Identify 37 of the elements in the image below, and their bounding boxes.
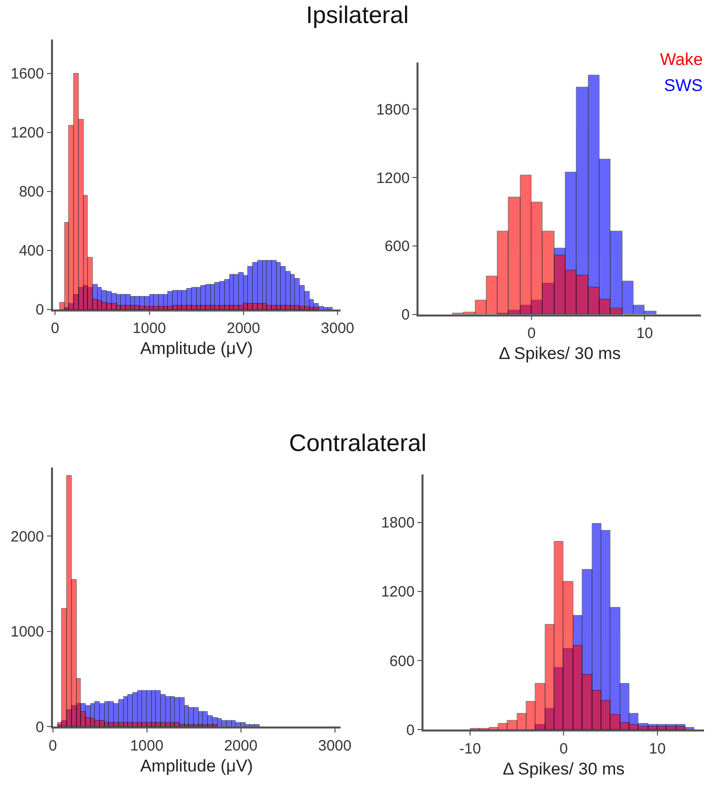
x-tick-label: 10 bbox=[636, 325, 654, 342]
x-axis-title: Amplitude (μV) bbox=[140, 339, 253, 358]
chart-title: Contralateral bbox=[289, 430, 426, 457]
x-tick-label: 0 bbox=[50, 320, 60, 338]
y-tick-label: 0 bbox=[36, 718, 44, 736]
y-tick-label: 0 bbox=[406, 722, 415, 739]
y-tick-label: 600 bbox=[384, 238, 410, 256]
x-tick-label: 3000 bbox=[318, 737, 352, 754]
x-tick-label: 2000 bbox=[226, 320, 260, 338]
x-tick-label: 0 bbox=[560, 740, 568, 758]
y-tick-label: 1200 bbox=[381, 584, 415, 601]
x-axis-title: Δ Spikes/ 30 ms bbox=[502, 759, 625, 778]
x-tick-label: 0 bbox=[48, 737, 57, 754]
x-tick-label: 1000 bbox=[130, 737, 164, 754]
x-axis-title: Δ Spikes/ 30 ms bbox=[498, 344, 621, 364]
text: Wake bbox=[660, 50, 703, 69]
x-tick-label: 2000 bbox=[224, 737, 258, 754]
y-tick-label: 400 bbox=[18, 242, 44, 260]
y-tick-label: 1200 bbox=[10, 124, 44, 142]
x-tick-label: 3000 bbox=[320, 320, 354, 338]
y-tick-label: 1000 bbox=[10, 624, 44, 641]
x-tick-label: -10 bbox=[459, 740, 481, 758]
y-tick-label: 0 bbox=[36, 302, 44, 319]
y-tick-label: 1800 bbox=[376, 101, 410, 118]
y-tick-label: 1800 bbox=[381, 514, 415, 532]
y-tick-label: 1600 bbox=[10, 66, 44, 83]
chart-title: Ipsilateral bbox=[306, 2, 409, 29]
x-tick-label: 0 bbox=[527, 325, 536, 342]
y-tick-label: 2000 bbox=[10, 528, 44, 546]
y-tick-label: 800 bbox=[18, 184, 44, 201]
y-tick-label: 0 bbox=[401, 306, 410, 324]
x-tick-label: 10 bbox=[648, 740, 666, 758]
y-tick-label: 600 bbox=[390, 652, 415, 670]
x-tick-label: 1000 bbox=[132, 320, 166, 338]
x-axis-title: Amplitude (μV) bbox=[140, 756, 253, 776]
y-tick-label: 1200 bbox=[376, 170, 410, 187]
text: SWS bbox=[664, 76, 703, 95]
